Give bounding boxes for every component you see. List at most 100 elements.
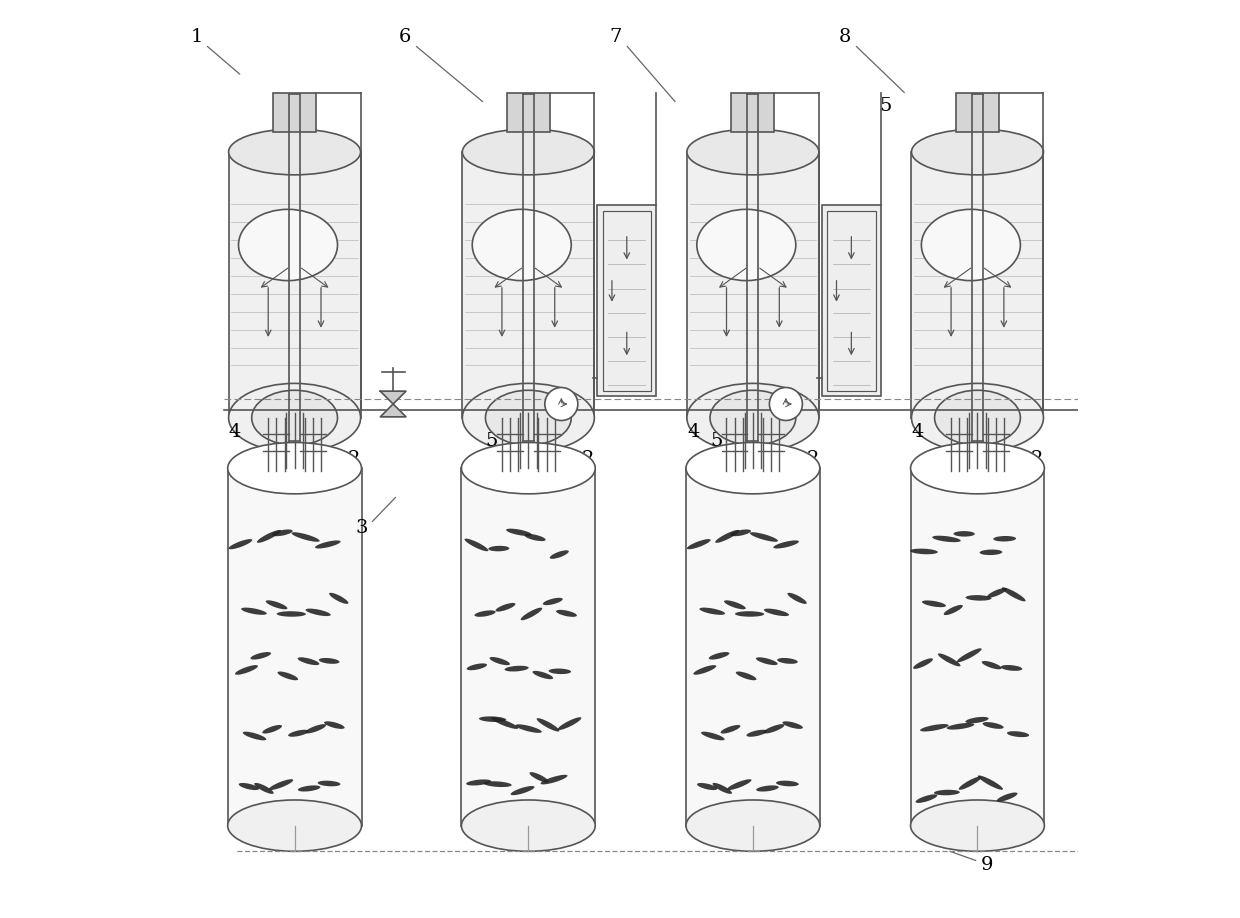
Ellipse shape — [787, 593, 807, 604]
Ellipse shape — [228, 129, 361, 174]
Ellipse shape — [511, 786, 534, 795]
Ellipse shape — [329, 593, 348, 604]
Ellipse shape — [505, 666, 528, 671]
Ellipse shape — [556, 610, 577, 617]
Ellipse shape — [479, 716, 506, 722]
Ellipse shape — [764, 724, 785, 733]
Ellipse shape — [982, 722, 1003, 729]
Ellipse shape — [693, 666, 717, 675]
Ellipse shape — [776, 780, 799, 787]
Text: 3: 3 — [356, 519, 368, 537]
Ellipse shape — [257, 530, 281, 543]
Bar — [461, 468, 595, 825]
Ellipse shape — [987, 588, 1007, 598]
Ellipse shape — [324, 722, 345, 729]
Ellipse shape — [910, 442, 1044, 494]
Ellipse shape — [525, 534, 546, 541]
Ellipse shape — [491, 717, 518, 729]
Ellipse shape — [472, 209, 572, 281]
Ellipse shape — [709, 652, 729, 659]
Text: 2: 2 — [806, 450, 818, 468]
Ellipse shape — [910, 800, 1044, 851]
Ellipse shape — [516, 724, 542, 733]
Ellipse shape — [317, 780, 341, 787]
Ellipse shape — [756, 786, 779, 791]
Ellipse shape — [466, 779, 491, 786]
Ellipse shape — [687, 384, 818, 453]
Text: 4: 4 — [687, 422, 699, 441]
Text: 5: 5 — [711, 431, 723, 450]
Ellipse shape — [701, 732, 724, 740]
Ellipse shape — [911, 384, 1044, 453]
Ellipse shape — [496, 603, 516, 611]
Ellipse shape — [532, 671, 553, 679]
Bar — [956, 94, 999, 132]
Ellipse shape — [236, 666, 258, 675]
Ellipse shape — [937, 654, 961, 666]
Ellipse shape — [465, 539, 489, 551]
Text: 2: 2 — [348, 450, 361, 468]
Bar — [822, 205, 882, 397]
Ellipse shape — [463, 129, 594, 174]
Text: 4: 4 — [911, 422, 924, 441]
Ellipse shape — [288, 730, 309, 737]
Bar — [228, 468, 362, 825]
Ellipse shape — [548, 668, 572, 674]
Ellipse shape — [946, 723, 975, 730]
Ellipse shape — [911, 129, 1044, 174]
Ellipse shape — [463, 384, 594, 453]
Text: 1: 1 — [190, 28, 202, 46]
Ellipse shape — [735, 671, 756, 680]
Ellipse shape — [750, 532, 777, 542]
Ellipse shape — [537, 718, 559, 732]
Ellipse shape — [966, 717, 988, 723]
Ellipse shape — [252, 390, 337, 445]
Ellipse shape — [243, 732, 267, 740]
Bar — [228, 152, 361, 418]
Ellipse shape — [228, 539, 252, 549]
Text: 8: 8 — [838, 28, 851, 46]
Bar — [686, 468, 820, 825]
Ellipse shape — [957, 648, 982, 662]
Ellipse shape — [228, 442, 362, 494]
Text: 4: 4 — [229, 422, 242, 441]
Ellipse shape — [1001, 665, 1022, 671]
Ellipse shape — [319, 658, 340, 664]
Ellipse shape — [239, 783, 259, 790]
Ellipse shape — [241, 608, 267, 615]
Ellipse shape — [278, 671, 298, 680]
Ellipse shape — [697, 209, 796, 281]
Bar — [911, 152, 1044, 418]
Ellipse shape — [228, 384, 361, 453]
Ellipse shape — [263, 725, 281, 733]
Ellipse shape — [461, 800, 595, 851]
Ellipse shape — [529, 772, 548, 782]
Ellipse shape — [913, 658, 932, 669]
Ellipse shape — [697, 783, 718, 790]
Ellipse shape — [944, 605, 962, 615]
Bar — [273, 94, 316, 132]
Ellipse shape — [910, 549, 937, 554]
Ellipse shape — [291, 532, 320, 542]
Ellipse shape — [687, 539, 711, 549]
Ellipse shape — [238, 209, 337, 281]
Bar — [687, 152, 818, 418]
Ellipse shape — [277, 611, 306, 617]
Ellipse shape — [250, 652, 272, 659]
Circle shape — [769, 387, 802, 420]
Bar — [507, 94, 549, 132]
Ellipse shape — [978, 776, 1003, 789]
Ellipse shape — [1007, 731, 1029, 737]
Ellipse shape — [686, 442, 820, 494]
Bar — [827, 210, 875, 391]
Text: 5: 5 — [486, 431, 498, 450]
Ellipse shape — [265, 600, 288, 610]
Ellipse shape — [724, 600, 745, 610]
Text: 9: 9 — [981, 856, 993, 874]
Ellipse shape — [715, 530, 739, 543]
Ellipse shape — [920, 724, 949, 732]
Ellipse shape — [756, 657, 777, 666]
Ellipse shape — [980, 550, 1002, 555]
Bar — [910, 468, 1044, 825]
Ellipse shape — [490, 657, 510, 666]
